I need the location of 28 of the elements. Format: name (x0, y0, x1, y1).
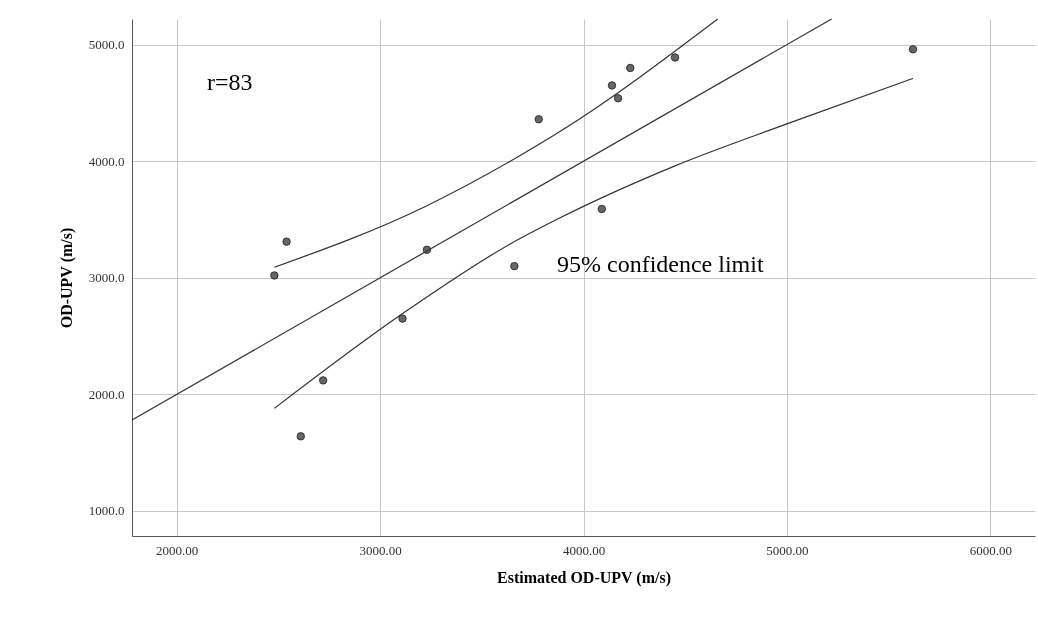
point (282, 237, 291, 246)
point (318, 376, 328, 385)
x-axis-title: Estimated OD-UPV (m/s) (497, 568, 671, 587)
y-tick-label: 1000.0 (88, 503, 125, 519)
x-tick-label: 4000.00 (562, 542, 606, 558)
point (908, 45, 918, 54)
point (597, 204, 607, 214)
annotation: 95% confidence limit (557, 251, 764, 277)
point (296, 432, 306, 441)
x-tick-label: 6000.00 (969, 542, 1012, 558)
point (534, 115, 543, 124)
y-axis-title: OD-UPV (m/s) (57, 227, 76, 329)
point (626, 63, 635, 73)
line-series (273, 77, 914, 409)
y-tick-label: 3000.0 (88, 270, 125, 286)
y-tick-label: 4000.0 (88, 153, 125, 169)
point (270, 271, 279, 280)
point (607, 81, 617, 90)
x-tick-label: 2000.00 (156, 542, 199, 558)
point (398, 314, 407, 323)
point (670, 53, 680, 62)
y-tick-label: 5000.0 (88, 37, 125, 53)
point (510, 261, 519, 271)
x-tick-label: 5000.00 (766, 542, 809, 558)
annotation: r=83 (207, 69, 253, 95)
y-tick-label: 2000.0 (88, 386, 125, 402)
point (613, 94, 623, 103)
x-tick-label: 3000.00 (359, 542, 402, 558)
